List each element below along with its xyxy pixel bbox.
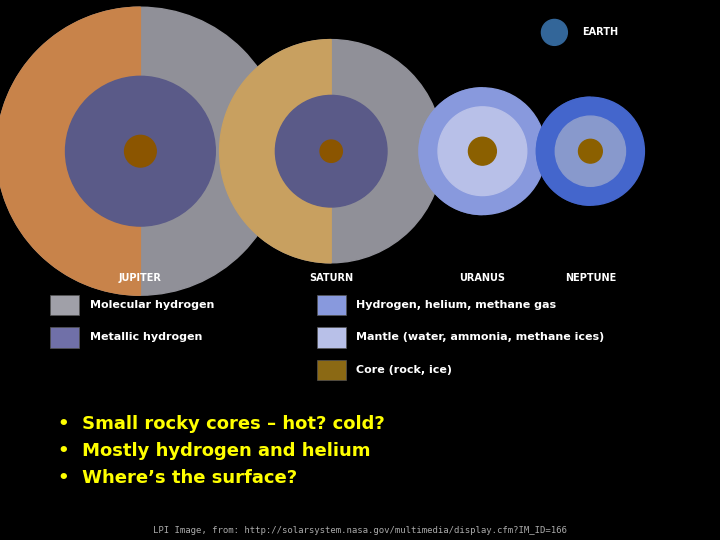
Text: Core (rock, ice): Core (rock, ice) <box>356 365 452 375</box>
Text: JUPITER: JUPITER <box>119 273 162 283</box>
Ellipse shape <box>125 136 156 167</box>
FancyBboxPatch shape <box>317 327 346 348</box>
Ellipse shape <box>469 137 496 165</box>
Ellipse shape <box>320 140 343 163</box>
Text: URANUS: URANUS <box>459 273 505 283</box>
Text: LPI Image, from: http://solarsystem.nasa.gov/multimedia/display.cfm?IM_ID=166: LPI Image, from: http://solarsystem.nasa… <box>153 525 567 535</box>
FancyBboxPatch shape <box>317 295 346 315</box>
Ellipse shape <box>220 39 443 263</box>
Text: Hydrogen, helium, methane gas: Hydrogen, helium, methane gas <box>356 300 557 310</box>
FancyBboxPatch shape <box>50 295 79 315</box>
Text: EARTH: EARTH <box>582 28 618 37</box>
Ellipse shape <box>275 96 387 207</box>
Ellipse shape <box>419 88 546 214</box>
Text: Metallic hydrogen: Metallic hydrogen <box>90 333 202 342</box>
Ellipse shape <box>438 107 527 195</box>
Text: NEPTUNE: NEPTUNE <box>564 273 616 283</box>
Ellipse shape <box>536 97 644 205</box>
Polygon shape <box>0 7 140 295</box>
Text: •  Where’s the surface?: • Where’s the surface? <box>58 469 297 487</box>
Text: •  Small rocky cores – hot? cold?: • Small rocky cores – hot? cold? <box>58 415 384 433</box>
FancyBboxPatch shape <box>50 327 79 348</box>
FancyBboxPatch shape <box>317 360 346 380</box>
Polygon shape <box>419 88 482 214</box>
Text: •  Mostly hydrogen and helium: • Mostly hydrogen and helium <box>58 442 370 460</box>
Text: SATURN: SATURN <box>309 273 354 283</box>
Ellipse shape <box>0 7 284 295</box>
Ellipse shape <box>541 19 567 45</box>
Ellipse shape <box>555 116 626 186</box>
Text: Molecular hydrogen: Molecular hydrogen <box>90 300 215 310</box>
Ellipse shape <box>579 139 602 163</box>
Text: Mantle (water, ammonia, methane ices): Mantle (water, ammonia, methane ices) <box>356 333 605 342</box>
Ellipse shape <box>66 76 215 226</box>
Polygon shape <box>536 97 590 205</box>
Polygon shape <box>220 39 331 263</box>
